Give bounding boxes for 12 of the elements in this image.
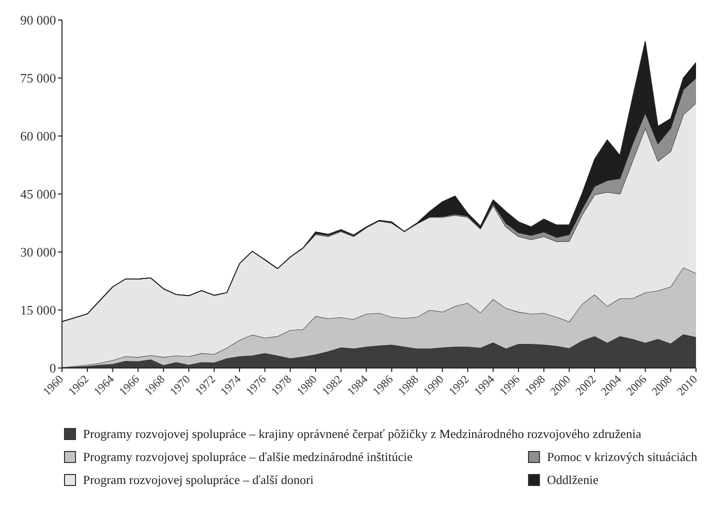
legend-label: Programy rozvojovej spolupráce – krajiny oprávnené čerpať pôžičky z Medzinárodného rozvojového združenia [83,426,642,442]
y-tick-label: 75 000 [20,70,56,86]
y-tick-label: 15 000 [20,302,56,318]
y-tick-label: 45 000 [20,186,56,202]
legend-label: Program rozvojovej spolupráce – ďalší donori [83,472,314,488]
legend-label: Oddlženie [547,472,598,488]
legend-label: Programy rozvojovej spolupráce – ďalšie medzinárodné inštitúcie [83,450,413,464]
y-tick-label: 90 000 [20,12,56,28]
y-tick-label: 30 000 [20,244,56,260]
y-tick-label: 0 [50,360,56,376]
y-tick-label: 60 000 [20,128,56,144]
legend-label: Pomoc v krizových situáciách [547,450,698,464]
